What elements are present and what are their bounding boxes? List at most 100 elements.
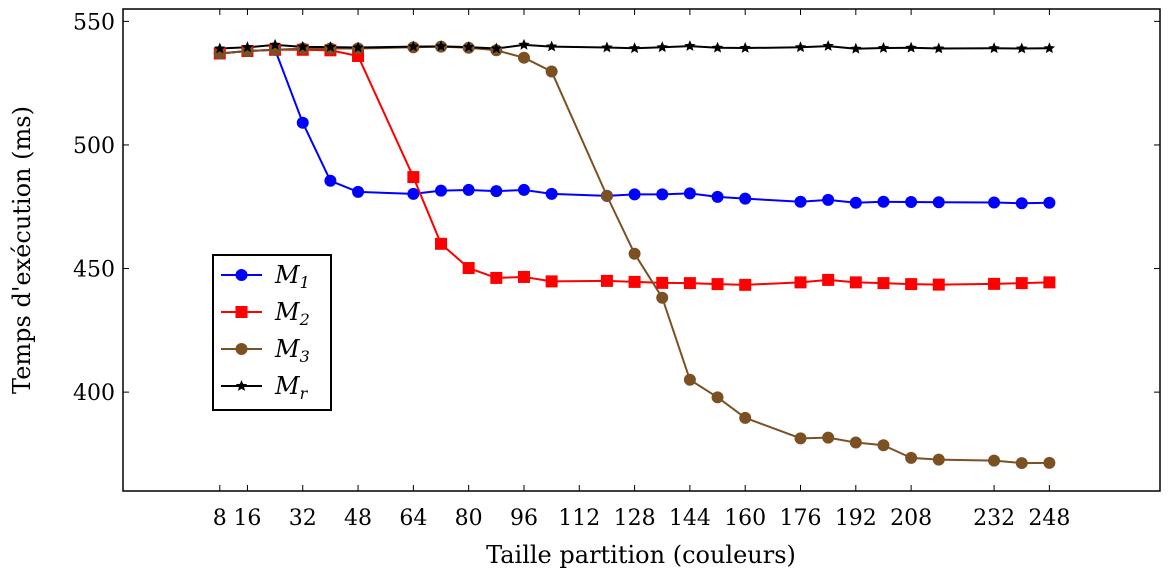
tick-layer: 8 16 32 48 64 80 96 112 128 144 160 176 192 208 232 248… [73, 9, 1160, 531]
x-tick-label: 232 [973, 506, 1015, 531]
data-point-M3 [849, 436, 862, 449]
data-point-M2 [794, 276, 807, 289]
data-point-M1 [794, 195, 807, 208]
data-point-M3 [628, 247, 641, 260]
data-point-M1 [324, 174, 337, 187]
data-point-M1 [435, 184, 448, 197]
x-tick-label: 128 [614, 506, 656, 531]
data-point-M3 [600, 189, 613, 202]
data-point-M2 [462, 262, 475, 275]
data-point-Mr [1043, 42, 1056, 54]
data-point-M3 [683, 373, 696, 386]
x-tick-label: 48 [344, 506, 372, 531]
data-point-M1 [683, 187, 696, 200]
data-point-M1 [462, 183, 475, 196]
data-point-M2 [739, 278, 752, 291]
data-point-Mr [545, 40, 558, 52]
data-point-Mr [1016, 42, 1028, 54]
x-tick-label: 64 [399, 506, 427, 531]
data-point-Mr [822, 40, 834, 51]
data-point-M1 [1043, 196, 1056, 209]
legend-marker-Mr [235, 380, 248, 391]
data-point-Mr [850, 42, 862, 54]
data-point-Mr [518, 38, 530, 50]
data-point-M1 [849, 196, 862, 209]
data-point-Mr [352, 41, 364, 53]
data-point-M3 [905, 451, 918, 464]
data-point-M1 [711, 190, 724, 203]
data-point-M3 [269, 43, 282, 56]
y-tick-label: 550 [73, 10, 115, 35]
data-point-M3 [1015, 457, 1028, 470]
legend-marker-M1 [235, 269, 248, 281]
x-tick-label: 144 [669, 506, 711, 531]
y-tick-label: 450 [73, 258, 115, 283]
data-point-Mr [628, 42, 641, 54]
data-point-M2 [877, 277, 890, 290]
data-point-M2 [1043, 276, 1056, 289]
data-point-M3 [932, 453, 945, 466]
x-tick-label: 160 [724, 506, 766, 531]
data-point-M2 [822, 273, 835, 286]
data-point-Mr [324, 41, 337, 52]
data-point-Mr [601, 41, 613, 53]
data-point-M3 [1043, 456, 1056, 469]
marker-layer [213, 38, 1056, 470]
data-point-Mr [241, 41, 254, 53]
data-point-M1 [628, 188, 641, 201]
y-tick-label: 500 [73, 134, 115, 159]
data-point-Mr [435, 40, 447, 52]
x-tick-label: 96 [510, 506, 538, 531]
data-point-M1 [1015, 197, 1028, 210]
data-point-M2 [435, 237, 448, 250]
data-point-Mr [214, 42, 226, 54]
data-point-Mr [739, 42, 751, 53]
data-point-M2 [600, 274, 613, 287]
x-tick-label: 248 [1028, 506, 1070, 531]
data-point-M1 [407, 187, 420, 200]
data-point-M2 [628, 275, 641, 288]
data-point-M1 [517, 183, 530, 196]
y-axis-label: Temps d'exécution (ms) [8, 106, 36, 394]
data-point-Mr [877, 42, 890, 53]
data-point-M3 [877, 439, 890, 452]
data-point-M3 [711, 391, 724, 404]
data-point-M1 [545, 187, 558, 200]
data-point-M2 [490, 271, 503, 284]
data-point-Mr [269, 38, 281, 50]
legend-marker-M2 [235, 306, 248, 318]
data-point-Mr [905, 41, 917, 53]
data-point-M1 [877, 195, 890, 208]
data-point-M3 [213, 47, 226, 60]
data-point-M1 [932, 196, 945, 209]
data-point-M1 [822, 193, 835, 206]
data-point-M2 [988, 277, 1001, 290]
data-point-Mr [988, 42, 1000, 54]
series-line-M1 [219, 48, 1050, 205]
y-tick-label: 400 [73, 381, 115, 406]
data-point-M1 [988, 196, 1001, 209]
x-tick-label: 80 [455, 506, 483, 531]
data-point-Mr [297, 40, 309, 52]
data-point-M2 [1015, 277, 1028, 290]
x-tick-label: 176 [780, 506, 822, 531]
data-point-Mr [711, 41, 724, 53]
data-point-M3 [517, 51, 530, 64]
data-point-Mr [794, 41, 807, 53]
data-point-M3 [545, 65, 558, 78]
data-point-M3 [739, 411, 752, 424]
data-point-M3 [822, 431, 835, 444]
data-point-M2 [711, 278, 724, 291]
data-point-M2 [545, 275, 558, 288]
data-point-M2 [849, 276, 862, 289]
data-point-M3 [794, 432, 807, 445]
data-point-M2 [656, 276, 669, 289]
data-point-M3 [988, 454, 1001, 467]
data-point-M2 [517, 270, 530, 283]
data-point-M3 [241, 45, 254, 58]
data-point-M2 [683, 277, 696, 290]
data-point-M1 [656, 188, 669, 201]
legend-box [212, 254, 332, 411]
data-point-Mr [407, 40, 420, 52]
